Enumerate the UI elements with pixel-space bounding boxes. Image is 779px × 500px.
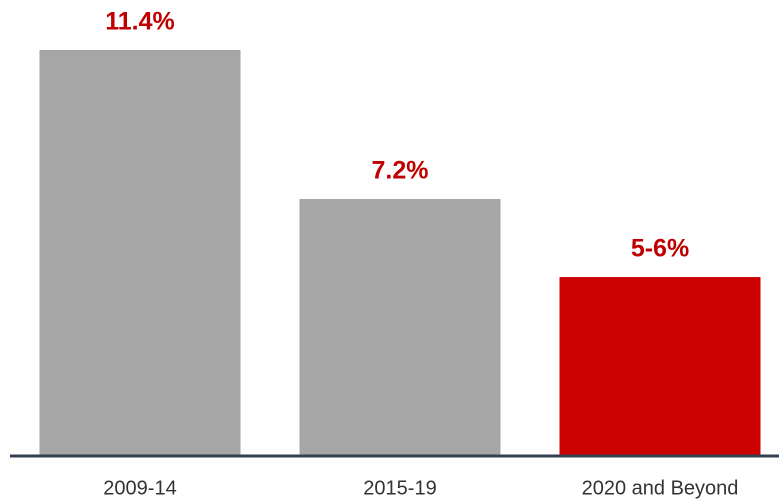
- value-label: 5-6%: [631, 235, 689, 263]
- x-tick-label: 2020 and Beyond: [582, 477, 739, 499]
- bar: [39, 50, 241, 455]
- x-tick-label: 2009-14: [103, 477, 176, 499]
- bar: [299, 199, 501, 455]
- value-label: 11.4%: [105, 8, 175, 36]
- x-tick-label: 2015-19: [363, 477, 436, 499]
- bar: [559, 277, 761, 455]
- value-label: 7.2%: [372, 157, 429, 185]
